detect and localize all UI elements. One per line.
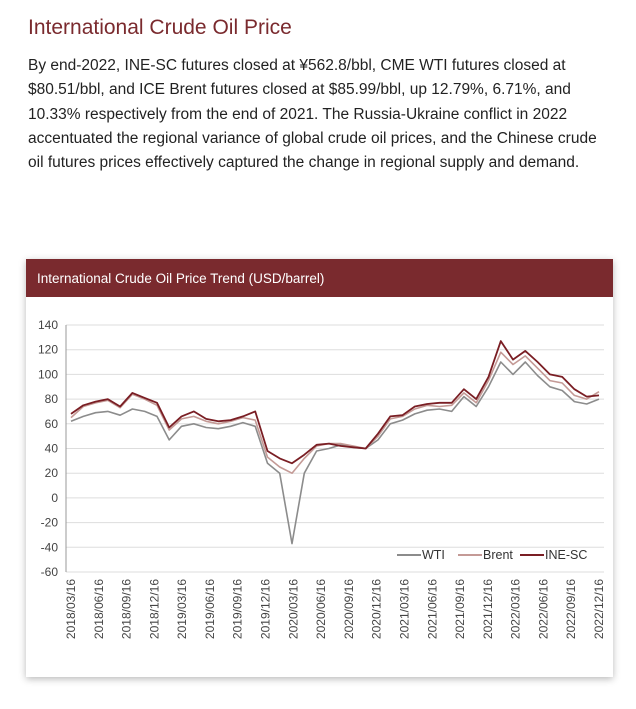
- y-tick-label: -60: [41, 565, 59, 579]
- x-tick-label: 2022/03/16: [509, 579, 523, 639]
- y-tick-label: 80: [45, 392, 59, 406]
- x-tick-label: 2021/03/16: [397, 579, 411, 639]
- x-tick-label: 2019/12/16: [259, 579, 273, 639]
- x-tick-label: 2019/06/16: [203, 579, 217, 639]
- legend-label: WTI: [422, 548, 445, 562]
- intro-paragraph: By end-2022, INE-SC futures closed at ¥5…: [28, 57, 597, 172]
- series-line-ine-sc: [70, 340, 600, 465]
- y-tick-label: -40: [41, 540, 59, 554]
- y-tick-label: -20: [41, 516, 59, 530]
- y-tick-label: 40: [45, 442, 59, 456]
- oil-price-chart: 140 120 100 80 60 40 20 0 -20 -40 -60 2018/03/16 201…: [38, 318, 606, 639]
- x-tick-label: 2020/06/16: [314, 579, 328, 639]
- chart-card: International Crude Oil Price Trend (USD…: [26, 259, 613, 677]
- series-line-brent: [70, 351, 600, 474]
- x-tick-label: 2022/06/16: [536, 579, 550, 639]
- x-tick-label: 2018/12/16: [147, 579, 161, 639]
- y-tick-label: 120: [38, 343, 58, 357]
- y-tick-label: 0: [51, 491, 58, 505]
- x-tick-label: 2021/09/16: [453, 579, 467, 639]
- legend-label: Brent: [483, 548, 513, 562]
- x-tick-label: 2018/09/16: [120, 579, 134, 639]
- y-tick-label: 140: [38, 318, 58, 332]
- x-tick-label: 2019/09/16: [231, 579, 245, 639]
- x-tick-label: 2022/12/16: [592, 579, 606, 639]
- legend-label: INE-SC: [545, 548, 587, 562]
- series-line-wti: [70, 361, 600, 545]
- chart-title: International Crude Oil Price Trend (USD…: [37, 271, 325, 286]
- x-tick-label: 2022/09/16: [564, 579, 578, 639]
- chart-header: International Crude Oil Price Trend (USD…: [26, 259, 613, 297]
- x-tick-label: 2019/03/16: [175, 579, 189, 639]
- x-tick-label: 2018/03/16: [64, 579, 78, 639]
- x-tick-label: 2020/12/16: [370, 579, 384, 639]
- x-tick-label: 2020/03/16: [286, 579, 300, 639]
- x-tick-label: 2021/12/16: [481, 579, 495, 639]
- y-tick-label: 100: [38, 367, 58, 381]
- page-heading: International Crude Oil Price: [28, 16, 292, 39]
- y-tick-label: 60: [45, 417, 59, 431]
- y-tick-label: 20: [45, 466, 59, 480]
- x-tick-label: 2021/06/16: [425, 579, 439, 639]
- x-tick-label: 2018/06/16: [92, 579, 106, 639]
- x-tick-label: 2020/09/16: [342, 579, 356, 639]
